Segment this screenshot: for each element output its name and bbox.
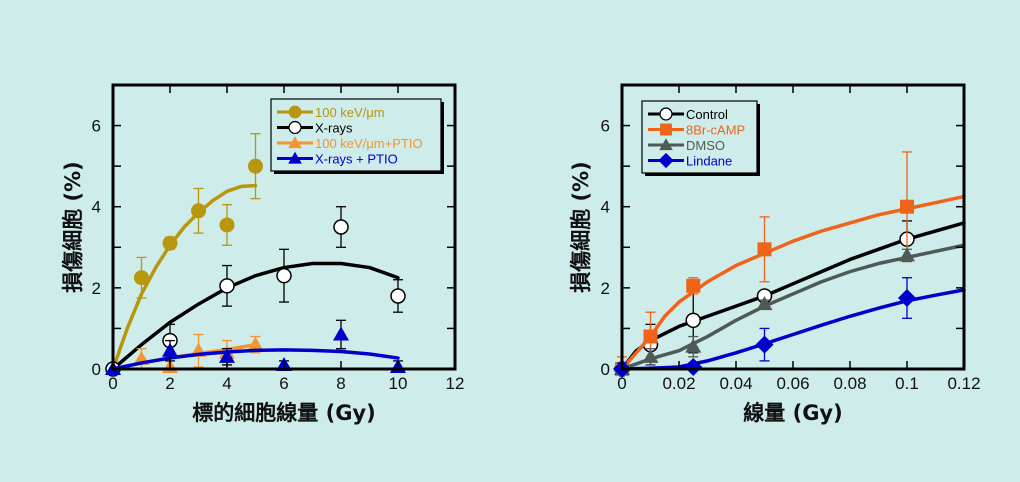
legend-label: X-rays + PTIO (315, 152, 398, 167)
left-x-axis-title: 標的細胞線量 (Gy) (192, 401, 375, 425)
data-point (247, 336, 264, 351)
series-100-kev-m (105, 133, 263, 377)
legend-item: 8Br-cAMP (648, 123, 745, 138)
fit-line (111, 261, 400, 371)
y-tick-label: 0 (601, 360, 610, 379)
fit-line (111, 183, 258, 371)
data-point (134, 270, 149, 286)
legend-label: DMSO (686, 138, 725, 153)
x-tick-label: 12 (446, 374, 465, 393)
data-point (685, 312, 701, 329)
y-tick-label: 6 (601, 117, 610, 136)
fit-line (111, 348, 400, 371)
data-point (755, 335, 774, 354)
legend-item: 100 keV/μm+PTIO (277, 136, 423, 151)
data-point (248, 158, 263, 174)
x-tick-label: 0.08 (833, 374, 866, 393)
legend-item: X-rays (277, 121, 353, 136)
legend-label: Control (686, 107, 728, 122)
legend-item: DMSO (648, 138, 725, 153)
data-point (757, 242, 772, 257)
data-point (643, 329, 658, 344)
legend-label: 100 keV/μm (315, 105, 385, 120)
data-point (642, 348, 659, 363)
data-point (899, 247, 915, 262)
data-point (333, 219, 349, 235)
legend-label: X-rays (315, 121, 353, 136)
x-tick-label: 0 (108, 374, 117, 393)
left-y-axis-title: 損傷細胞 (%) (61, 161, 85, 293)
y-tick-label: 4 (92, 198, 101, 217)
right-chart: 0 0.02 0.04 0.06 0.08 0.1 0.12 0 2 4 6 線量 (Gy) 損傷細… (569, 83, 981, 425)
left-ticks: 0 2 4 6 8 10 12 0 2 4 6 (92, 85, 465, 393)
x-tick-label: 8 (336, 374, 345, 393)
x-tick-label: 0.12 (947, 374, 980, 393)
x-tick-label: 6 (279, 374, 288, 393)
series-dmso (614, 243, 966, 375)
legend-marker (659, 138, 673, 151)
legend-label: Lindane (686, 154, 732, 169)
legend-marker (658, 152, 674, 169)
data-point (219, 348, 235, 363)
y-tick-label: 2 (92, 279, 101, 298)
x-tick-label: 0 (617, 374, 626, 393)
legend-label: 8Br-cAMP (686, 123, 745, 138)
series-8br-camp (615, 151, 966, 376)
legend-item: 100 keV/μm (277, 105, 385, 120)
legend-marker (659, 107, 673, 121)
data-point (333, 326, 349, 341)
y-tick-label: 6 (92, 117, 101, 136)
x-tick-label: 4 (222, 374, 231, 393)
x-tick-label: 0.06 (776, 374, 809, 393)
legend-marker (288, 105, 302, 119)
data-point (191, 203, 206, 219)
legend-label: 100 keV/μm+PTIO (315, 136, 423, 151)
data-point (276, 267, 292, 284)
legend-item: X-rays + PTIO (277, 152, 398, 167)
right-plot-area (613, 151, 966, 378)
y-tick-label: 4 (601, 198, 610, 217)
legend-marker (288, 136, 302, 149)
left-chart: 0 2 4 6 8 10 12 0 2 4 6 標的細胞線量 (Gy) 損傷細胞 (%) 100 k… (61, 83, 465, 425)
data-point (900, 199, 914, 214)
y-tick-label: 2 (601, 279, 610, 298)
data-point (162, 235, 178, 251)
data-point (219, 217, 235, 233)
data-point (898, 289, 916, 307)
data-point (684, 357, 703, 376)
data-point (219, 278, 235, 294)
right-y-axis-title: 損傷細胞 (%) (569, 161, 593, 293)
x-tick-label: 0.02 (662, 374, 695, 393)
right-ticks: 0 0.02 0.04 0.06 0.08 0.1 0.12 0 2 4 6 (601, 85, 981, 393)
x-tick-label: 0.1 (895, 374, 919, 393)
legend-marker (660, 123, 672, 136)
data-point (686, 278, 701, 293)
x-tick-label: 0.04 (719, 374, 752, 393)
legend-item: Control (648, 107, 728, 122)
legend-item: Lindane (648, 152, 732, 169)
y-tick-label: 0 (92, 360, 101, 379)
data-point (685, 338, 702, 353)
legend-marker (288, 120, 302, 135)
data-point (390, 288, 406, 304)
data-point (756, 296, 773, 311)
x-tick-label: 10 (389, 374, 408, 393)
x-tick-label: 2 (165, 374, 174, 393)
series-lindane (613, 277, 966, 378)
right-x-axis-title: 線量 (Gy) (743, 401, 842, 425)
data-point (162, 342, 178, 357)
legend-marker (288, 151, 302, 164)
